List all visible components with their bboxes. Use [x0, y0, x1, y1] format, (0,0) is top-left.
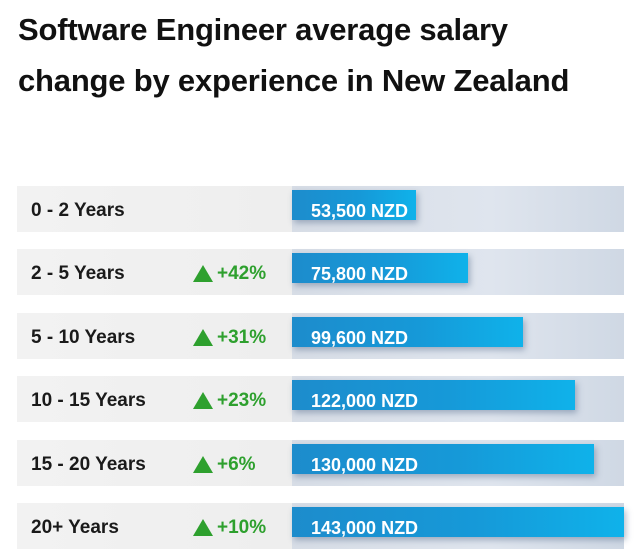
salary-bar: [292, 253, 468, 283]
chart-title: Software Engineer average salary change …: [18, 12, 570, 98]
change-percent: +10%: [217, 517, 267, 538]
salary-value-label: 75,800 NZD: [311, 264, 409, 284]
up-triangle-icon: [193, 456, 213, 473]
bar-row: 15 - 20 Years +6% 130,000 NZD: [17, 440, 624, 486]
change-percent: +6%: [217, 454, 256, 475]
change-indicator: +31%: [193, 327, 266, 349]
salary-value-label: 143,000 NZD: [311, 518, 419, 538]
change-percent: +31%: [217, 327, 267, 348]
salary-bar: [292, 507, 624, 537]
bar-row: 10 - 15 Years +23% 122,000 NZD: [17, 376, 624, 422]
bar-track: 122,000 NZD: [292, 376, 624, 422]
up-triangle-icon: [193, 329, 213, 346]
salary-bar: [292, 190, 416, 220]
salary-value-label: 130,000 NZD: [311, 455, 419, 475]
bar-track: 130,000 NZD: [292, 440, 624, 486]
salary-value-label: 53,500 NZD: [311, 201, 409, 221]
up-triangle-icon: [193, 392, 213, 409]
category-label: 5 - 10 Years: [31, 327, 136, 348]
category-label: 2 - 5 Years: [31, 263, 125, 284]
bar-track: 75,800 NZD: [292, 249, 624, 295]
change-indicator: +6%: [193, 454, 256, 476]
change-indicator: +42%: [193, 263, 266, 285]
up-triangle-icon: [193, 265, 213, 282]
change-percent: +23%: [217, 390, 267, 411]
salary-value-label: 122,000 NZD: [311, 391, 419, 411]
bar-row: 20+ Years +10% 143,000 NZD: [17, 503, 624, 549]
bar-track: 53,500 NZD: [292, 186, 624, 232]
up-triangle-icon: [193, 519, 213, 536]
bar-row: 2 - 5 Years +42% 75,800 NZD: [17, 249, 624, 295]
salary-value-label: 99,600 NZD: [311, 328, 409, 348]
bar-track: 143,000 NZD: [292, 503, 624, 549]
category-label: 10 - 15 Years: [31, 390, 146, 411]
bar-track: 99,600 NZD: [292, 313, 624, 359]
salary-bar-chart: 0 - 2 Years 53,500 NZD 2 - 5 Years +42% 75,8…: [17, 186, 624, 549]
change-percent: +42%: [217, 263, 267, 284]
change-indicator: +23%: [193, 390, 266, 412]
change-indicator: +10%: [193, 517, 266, 539]
salary-bar: [292, 444, 594, 474]
category-label: 20+ Years: [31, 517, 119, 538]
salary-bar: [292, 380, 575, 410]
category-label: 15 - 20 Years: [31, 454, 146, 475]
category-label: 0 - 2 Years: [31, 200, 125, 221]
bar-row: 5 - 10 Years +31% 99,600 NZD: [17, 313, 624, 359]
bar-row: 0 - 2 Years 53,500 NZD: [17, 186, 624, 232]
salary-bar: [292, 317, 523, 347]
